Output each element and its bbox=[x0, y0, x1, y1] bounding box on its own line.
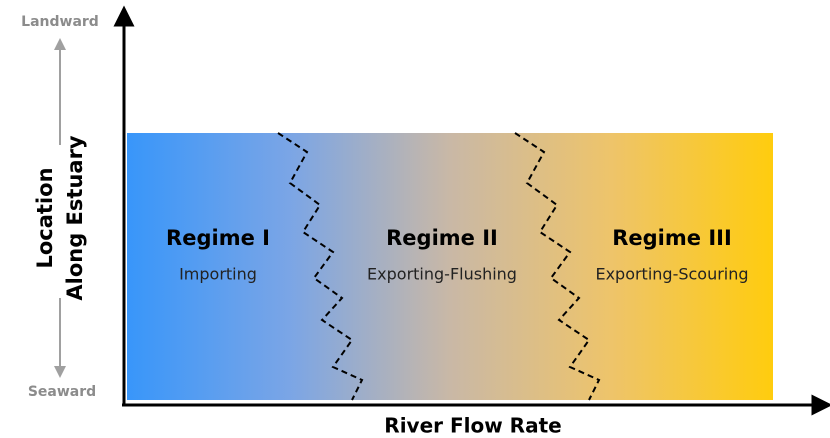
regime-name: Regime I bbox=[166, 226, 270, 250]
regime-description: Importing bbox=[179, 265, 257, 284]
regime-name: Regime II bbox=[386, 226, 498, 250]
boundary bbox=[277, 132, 364, 401]
x-axis-label: River Flow Rate bbox=[384, 414, 561, 438]
y-axis-label: Along Estuary bbox=[63, 135, 87, 301]
regime-description: Exporting-Scouring bbox=[595, 265, 748, 284]
y-axis-label: Location bbox=[33, 167, 57, 268]
top-label: Landward bbox=[21, 14, 99, 30]
boundary bbox=[514, 132, 601, 401]
bottom-label: Seaward bbox=[28, 384, 96, 400]
regime-name: Regime III bbox=[612, 226, 732, 250]
regime-description: Exporting-Flushing bbox=[367, 265, 517, 284]
regime-field bbox=[127, 133, 773, 400]
